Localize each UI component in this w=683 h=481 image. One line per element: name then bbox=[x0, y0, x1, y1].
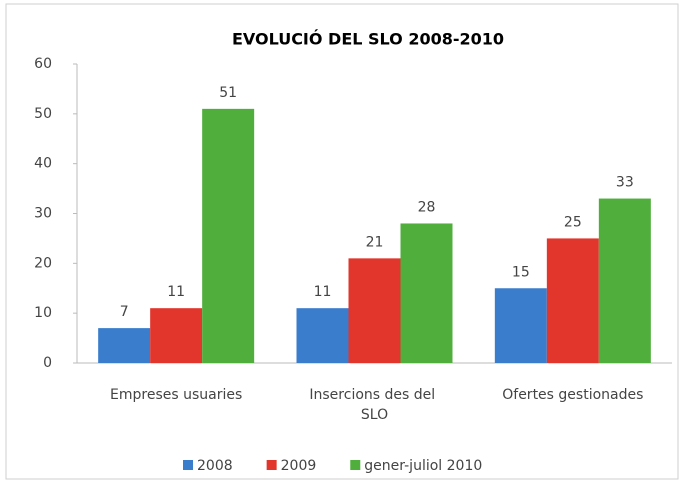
bar bbox=[494, 288, 547, 363]
y-tick-label: 30 bbox=[34, 206, 52, 222]
x-tick-label: Insercions des del SLO bbox=[309, 387, 439, 423]
bar bbox=[98, 328, 151, 363]
legend-swatch bbox=[266, 460, 277, 470]
chart-title: EVOLUCIÓ DEL SLO 2008-2010 bbox=[232, 30, 504, 49]
chart-border bbox=[5, 3, 679, 480]
value-label: 33 bbox=[616, 175, 634, 191]
value-label: 51 bbox=[219, 85, 237, 101]
legend-swatch bbox=[350, 460, 361, 470]
value-label: 11 bbox=[314, 284, 332, 300]
y-tick-label: 20 bbox=[34, 255, 52, 271]
bar bbox=[546, 238, 599, 363]
x-tick-label: Ofertes gestionades bbox=[502, 387, 643, 403]
bar bbox=[296, 308, 349, 363]
bar bbox=[150, 308, 203, 363]
legend-swatch bbox=[183, 460, 193, 470]
value-label: 11 bbox=[167, 284, 185, 300]
y-tick-label: 60 bbox=[34, 56, 52, 72]
bar bbox=[202, 108, 255, 363]
bar bbox=[348, 258, 401, 363]
legend-label: 2008 bbox=[197, 458, 233, 474]
legend-label: 2009 bbox=[281, 458, 317, 474]
y-tick-label: 10 bbox=[34, 305, 52, 321]
y-tick-label: 50 bbox=[34, 106, 52, 122]
bar bbox=[598, 198, 651, 363]
value-label: 21 bbox=[366, 234, 384, 250]
y-tick-label: 0 bbox=[43, 355, 52, 371]
value-label: 7 bbox=[120, 304, 129, 320]
y-tick-label: 40 bbox=[34, 156, 52, 172]
bar bbox=[400, 223, 453, 363]
x-tick-label: Empreses usuaries bbox=[110, 387, 242, 403]
legend-label: gener-juliol 2010 bbox=[364, 458, 482, 474]
value-label: 15 bbox=[512, 264, 530, 280]
value-label: 28 bbox=[418, 199, 436, 215]
value-label: 25 bbox=[564, 214, 582, 230]
